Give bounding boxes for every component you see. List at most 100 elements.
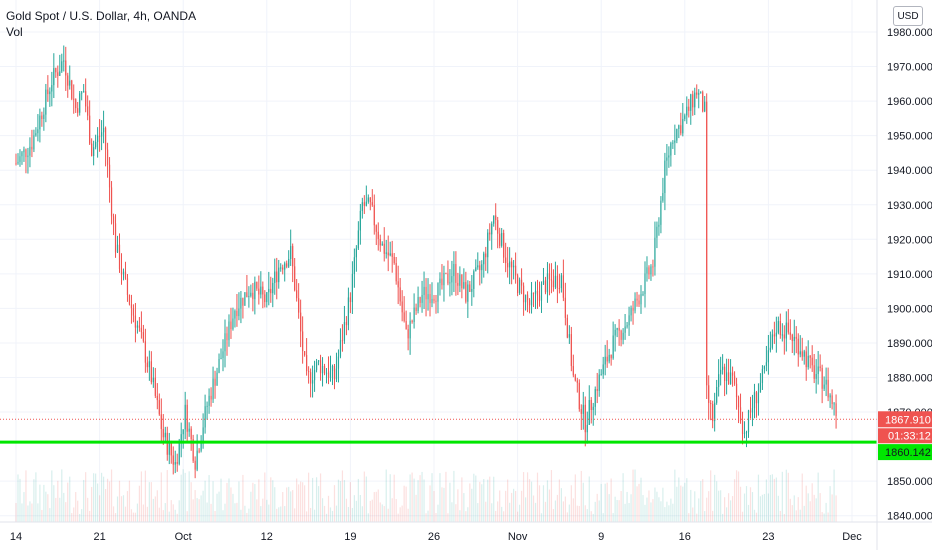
candle-body	[570, 334, 572, 367]
volume-bar	[365, 476, 367, 522]
volume-bar	[202, 490, 204, 522]
candle-body	[598, 374, 600, 391]
volume-bar	[528, 479, 531, 522]
candle-body	[89, 115, 91, 144]
candle-body	[515, 265, 517, 276]
volume-bar	[722, 513, 724, 522]
volume-bar	[520, 490, 523, 522]
candle-body	[298, 298, 300, 313]
volume-bar	[582, 482, 584, 522]
volume-bar	[403, 485, 405, 522]
volume-bar	[749, 487, 752, 522]
candle-body	[805, 351, 807, 368]
volume-bar	[753, 509, 756, 522]
volume-bar	[204, 480, 206, 522]
volume-bar	[769, 474, 771, 522]
countdown-value: 01:33:12	[888, 430, 931, 442]
price-axis[interactable]: 1980.000 1970.000 1960.000 1950.000 1940.000…	[876, 0, 932, 550]
candle-body	[634, 298, 636, 311]
candle-body	[202, 427, 204, 441]
volume-bar	[413, 478, 415, 522]
volume-bar	[138, 485, 141, 522]
candle-body	[325, 372, 328, 374]
volume-bar	[793, 495, 795, 522]
volume-bar	[343, 480, 346, 522]
symbol-title[interactable]: Gold Spot / U.S. Dollar, 4h, OANDA	[6, 9, 197, 23]
volume-bar	[704, 511, 706, 522]
volume-bar	[43, 484, 45, 522]
candle-body	[686, 106, 688, 116]
candle-body	[550, 279, 553, 281]
candle-body	[142, 332, 144, 342]
volume-bar	[148, 482, 150, 522]
chart-grid	[0, 0, 877, 522]
volume-bar	[497, 501, 499, 522]
candle-body	[230, 321, 232, 330]
candle-body	[262, 286, 264, 295]
volume-bar	[311, 477, 314, 522]
candle-body	[170, 443, 172, 456]
volume-bar	[538, 485, 541, 522]
candle-body	[341, 340, 344, 342]
volume-bar	[158, 507, 160, 522]
candle-body	[751, 408, 754, 413]
volume-bar	[319, 473, 322, 522]
volume-bar	[741, 511, 744, 522]
volume-bar	[443, 487, 445, 522]
volume-bar	[170, 500, 172, 522]
time-axis[interactable]: 14 21 Oct 12 19 26 Nov 9 16 23 Dec	[0, 521, 932, 543]
volume-bar	[765, 479, 768, 522]
volume-indicator-label[interactable]: Vol	[6, 25, 23, 39]
volume-bar	[489, 476, 491, 522]
candle-body	[542, 280, 545, 285]
volume-bar	[357, 478, 359, 522]
volume-bar	[530, 481, 533, 522]
volume-bar	[89, 510, 91, 522]
candle-body	[377, 231, 379, 239]
candle-body	[331, 365, 334, 371]
candle-body	[600, 374, 602, 376]
volume-bar	[526, 472, 529, 522]
candle-body	[407, 329, 409, 339]
candle-body	[497, 220, 499, 234]
volume-bar	[815, 498, 817, 522]
volume-bar	[431, 473, 433, 522]
volume-bar	[642, 495, 644, 522]
candle-body	[606, 356, 608, 362]
candle-body	[381, 243, 383, 246]
candle-body	[654, 237, 656, 267]
candle-body	[487, 232, 489, 258]
volume-bar	[600, 483, 602, 522]
currency-button[interactable]: USD	[893, 6, 923, 26]
price-tick-label: 1880.000	[887, 373, 932, 385]
volume-bar	[562, 501, 564, 522]
volume-bar	[401, 505, 403, 522]
volume-bar	[306, 511, 308, 522]
candle-body	[302, 331, 304, 352]
volume-bar	[17, 474, 19, 522]
candle-body	[317, 360, 320, 362]
volume-bar	[652, 499, 654, 522]
volume-bar	[377, 489, 379, 522]
candle-body	[126, 278, 129, 295]
volume-bar	[696, 513, 698, 522]
candle-body	[586, 424, 588, 433]
candle-body	[308, 371, 310, 373]
candle-body	[188, 428, 190, 432]
volume-bar	[459, 510, 461, 522]
volume-bar	[475, 475, 477, 522]
candle-body	[23, 149, 25, 153]
candle-body	[158, 400, 160, 415]
candle-body	[724, 366, 726, 382]
volume-bar	[447, 513, 449, 522]
volume-bar	[367, 513, 369, 522]
volume-bar	[712, 510, 714, 522]
volume-bar	[720, 490, 722, 522]
candle-body	[777, 321, 779, 333]
candle-body	[612, 335, 614, 359]
candle-body	[114, 223, 117, 253]
candle-body	[351, 273, 353, 303]
candle-body	[196, 450, 198, 470]
volume-bar	[656, 491, 658, 522]
